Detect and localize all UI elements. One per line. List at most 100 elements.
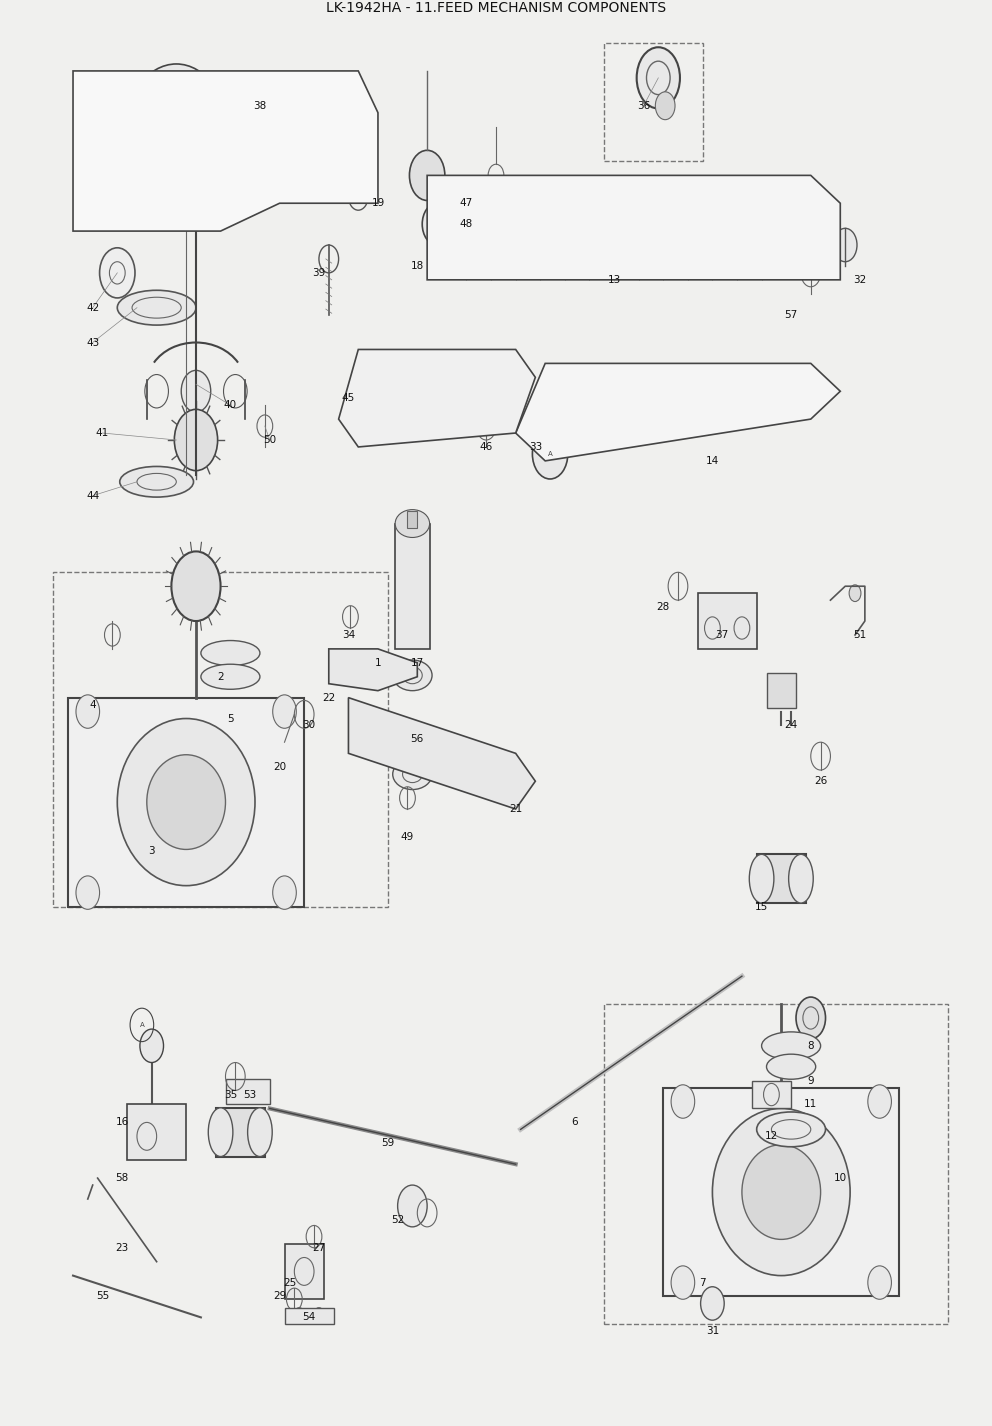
Text: 39: 39	[312, 268, 325, 278]
Circle shape	[175, 409, 217, 471]
Text: 12: 12	[765, 1131, 778, 1141]
Text: 10: 10	[833, 1174, 847, 1184]
Text: 1: 1	[375, 657, 381, 667]
Circle shape	[656, 91, 675, 120]
Text: 19: 19	[371, 198, 385, 208]
Text: 46: 46	[479, 442, 493, 452]
Polygon shape	[428, 175, 840, 279]
Text: 44: 44	[86, 491, 99, 501]
Circle shape	[672, 1266, 694, 1299]
Circle shape	[273, 876, 297, 910]
Text: 27: 27	[312, 1242, 325, 1253]
Text: 20: 20	[273, 763, 286, 773]
Polygon shape	[338, 349, 536, 446]
Text: 33: 33	[529, 442, 542, 452]
Bar	[604, 1004, 948, 1325]
Ellipse shape	[712, 1108, 850, 1276]
FancyBboxPatch shape	[697, 593, 757, 649]
Text: 25: 25	[283, 1278, 296, 1288]
Text: 49: 49	[401, 831, 414, 841]
Circle shape	[410, 150, 444, 201]
Polygon shape	[328, 649, 418, 690]
Text: 26: 26	[814, 776, 827, 786]
Circle shape	[700, 1286, 724, 1320]
Polygon shape	[516, 364, 840, 461]
Circle shape	[99, 248, 135, 298]
Ellipse shape	[117, 719, 255, 886]
FancyBboxPatch shape	[757, 854, 806, 903]
Circle shape	[796, 997, 825, 1040]
Text: 28: 28	[657, 602, 670, 612]
Text: 16: 16	[116, 1118, 129, 1128]
Text: 9: 9	[807, 1075, 814, 1085]
Text: 23: 23	[116, 1242, 129, 1253]
FancyBboxPatch shape	[767, 673, 796, 709]
Text: 55: 55	[96, 1292, 109, 1302]
Text: 13: 13	[607, 275, 621, 285]
FancyBboxPatch shape	[215, 1108, 265, 1156]
Text: 18: 18	[411, 261, 424, 271]
Circle shape	[637, 47, 680, 108]
Text: 29: 29	[273, 1292, 287, 1302]
FancyBboxPatch shape	[127, 1104, 186, 1159]
Text: 30: 30	[303, 720, 315, 730]
Text: 32: 32	[853, 275, 867, 285]
Ellipse shape	[248, 1108, 272, 1156]
Circle shape	[672, 1085, 694, 1118]
Text: 48: 48	[460, 220, 473, 230]
Ellipse shape	[147, 754, 225, 850]
Circle shape	[76, 876, 99, 910]
FancyBboxPatch shape	[408, 511, 418, 528]
Text: 54: 54	[303, 1312, 315, 1322]
Ellipse shape	[757, 1112, 825, 1147]
Text: A: A	[548, 451, 553, 456]
Text: 51: 51	[853, 630, 867, 640]
Text: 42: 42	[86, 302, 99, 312]
Circle shape	[273, 694, 297, 729]
Text: 43: 43	[86, 338, 99, 348]
Ellipse shape	[749, 854, 774, 903]
Ellipse shape	[767, 1054, 815, 1079]
FancyBboxPatch shape	[752, 1081, 791, 1108]
Text: 2: 2	[217, 672, 224, 682]
Bar	[604, 43, 702, 161]
Text: 41: 41	[96, 428, 109, 438]
Ellipse shape	[120, 466, 193, 498]
Circle shape	[849, 585, 861, 602]
Text: 57: 57	[785, 309, 798, 319]
Text: 5: 5	[227, 713, 234, 723]
Text: 58: 58	[116, 1174, 129, 1184]
Text: 37: 37	[715, 630, 729, 640]
Circle shape	[76, 694, 99, 729]
Text: 3: 3	[149, 846, 155, 856]
Circle shape	[122, 64, 230, 217]
Text: 15: 15	[755, 901, 768, 911]
FancyBboxPatch shape	[664, 1088, 900, 1296]
Circle shape	[533, 429, 567, 479]
Circle shape	[147, 98, 205, 183]
Ellipse shape	[742, 1145, 820, 1239]
Text: 38: 38	[253, 101, 267, 111]
Ellipse shape	[201, 640, 260, 666]
Text: 14: 14	[705, 456, 719, 466]
Ellipse shape	[208, 1108, 233, 1156]
Ellipse shape	[393, 759, 433, 790]
Text: 4: 4	[89, 700, 96, 710]
Text: 11: 11	[805, 1099, 817, 1109]
Text: 59: 59	[381, 1138, 395, 1148]
Text: 8: 8	[807, 1041, 814, 1051]
Circle shape	[172, 552, 220, 622]
Ellipse shape	[201, 665, 260, 689]
Polygon shape	[73, 71, 378, 231]
Text: A: A	[140, 1022, 144, 1028]
Text: 34: 34	[342, 630, 355, 640]
Text: 36: 36	[637, 101, 650, 111]
Polygon shape	[348, 697, 536, 809]
Circle shape	[833, 228, 857, 262]
Bar	[54, 572, 388, 907]
Circle shape	[140, 1030, 164, 1062]
Text: 53: 53	[243, 1089, 257, 1099]
Circle shape	[398, 1185, 428, 1226]
Text: 22: 22	[322, 693, 335, 703]
Text: 35: 35	[224, 1089, 237, 1099]
